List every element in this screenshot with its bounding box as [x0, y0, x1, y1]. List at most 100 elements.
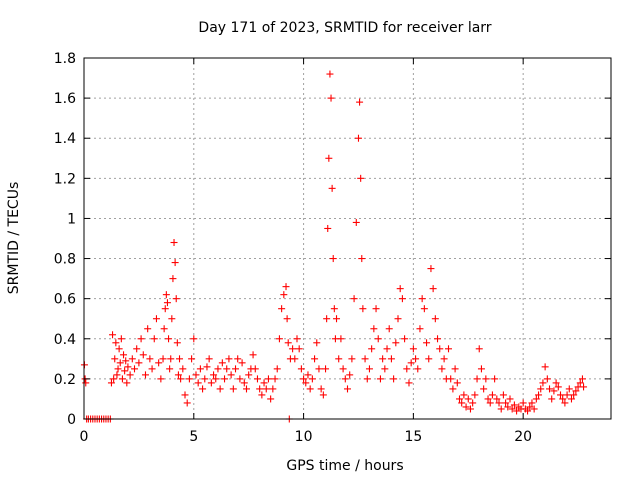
data-point [325, 154, 333, 162]
data-point [221, 375, 229, 383]
data-point [123, 379, 131, 387]
data-point [203, 363, 211, 371]
data-point [304, 371, 312, 379]
data-point [179, 365, 187, 373]
data-point [532, 395, 540, 403]
data-point [284, 339, 292, 347]
y-tick-label: 1.8 [54, 51, 76, 67]
data-point [115, 345, 123, 353]
data-point [354, 134, 362, 142]
data-point [232, 365, 240, 373]
data-point [418, 295, 426, 303]
data-point [275, 335, 283, 343]
data-point [111, 355, 119, 363]
data-point [172, 295, 180, 303]
data-point [326, 70, 334, 78]
data-point [293, 335, 301, 343]
data-points [80, 70, 588, 423]
data-point [165, 335, 173, 343]
data-point [240, 379, 248, 387]
data-point [188, 355, 196, 363]
data-point [205, 355, 213, 363]
data-point [473, 375, 481, 383]
data-point [429, 285, 437, 293]
data-point [335, 355, 343, 363]
data-point [453, 379, 461, 387]
data-point [295, 345, 303, 353]
data-point [223, 365, 231, 373]
y-tick-label: 1 [67, 211, 76, 227]
data-point [159, 355, 167, 363]
data-point [141, 371, 149, 379]
data-point [357, 174, 365, 182]
data-point [370, 325, 378, 333]
data-point [409, 345, 417, 353]
y-tick-label: 0.2 [54, 372, 76, 388]
data-point [207, 379, 215, 387]
data-point [112, 339, 120, 347]
data-point [412, 355, 420, 363]
data-point [258, 391, 266, 399]
data-point [260, 379, 268, 387]
data-point [201, 375, 209, 383]
data-point [567, 395, 575, 403]
data-point [183, 399, 191, 407]
data-point [379, 355, 387, 363]
y-tick-label: 1.2 [54, 171, 76, 187]
data-point [576, 379, 584, 387]
data-point [445, 345, 453, 353]
data-point [269, 385, 277, 393]
data-point [491, 375, 499, 383]
data-point [425, 355, 433, 363]
data-point [565, 385, 573, 393]
data-point [251, 365, 259, 373]
y-tick-label: 0.4 [54, 332, 76, 348]
x-tick-label: 0 [80, 429, 89, 445]
data-point [350, 295, 358, 303]
data-point [282, 283, 290, 291]
data-point [508, 405, 516, 413]
data-point [359, 305, 367, 313]
x-tick-label: 20 [514, 429, 532, 445]
data-point [273, 365, 281, 373]
data-point [238, 359, 246, 367]
data-point [114, 365, 122, 373]
data-point [121, 367, 129, 375]
data-point [530, 405, 538, 413]
data-point [109, 331, 117, 339]
data-point [291, 355, 299, 363]
data-point [403, 365, 411, 373]
data-point [396, 285, 404, 293]
data-point [486, 399, 494, 407]
data-point [170, 239, 178, 247]
data-point [499, 391, 507, 399]
data-point [341, 375, 349, 383]
data-point [346, 371, 354, 379]
x-tick-label: 5 [189, 429, 198, 445]
data-point [469, 399, 477, 407]
data-point [580, 383, 588, 391]
data-point [264, 375, 272, 383]
data-point [372, 305, 380, 313]
data-point [363, 375, 371, 383]
data-point [405, 379, 413, 387]
data-point [173, 339, 181, 347]
data-point [110, 375, 118, 383]
data-point [280, 291, 288, 299]
data-point [323, 315, 331, 323]
data-point [352, 218, 360, 226]
data-point [150, 335, 158, 343]
data-point [116, 359, 124, 367]
data-point [477, 365, 485, 373]
data-point [139, 351, 147, 359]
data-point [407, 359, 415, 367]
y-tick-label: 1.4 [54, 131, 76, 147]
data-point [436, 345, 444, 353]
data-point [541, 363, 549, 371]
data-point [297, 365, 305, 373]
data-point [192, 371, 200, 379]
data-point [348, 355, 356, 363]
data-point [190, 335, 198, 343]
data-point [300, 375, 308, 383]
data-point [161, 305, 169, 313]
